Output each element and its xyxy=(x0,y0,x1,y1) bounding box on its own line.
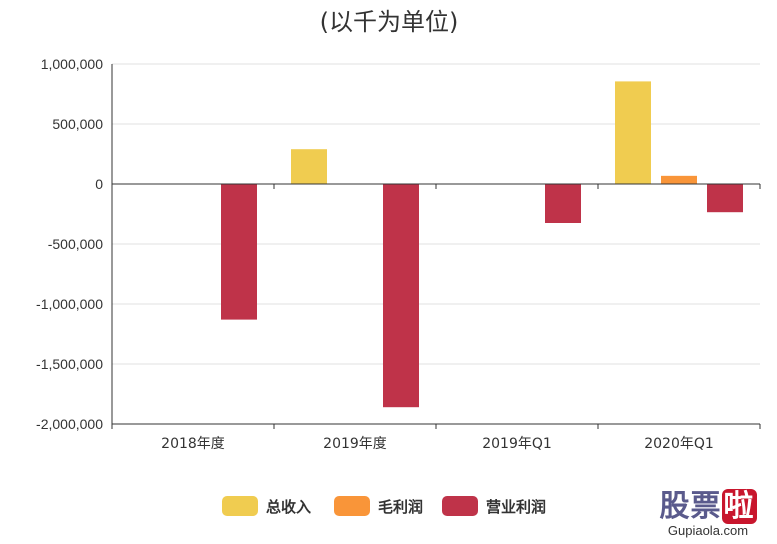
y-tick-label: -1,000,000 xyxy=(36,296,103,312)
chart-title: (以千为单位) xyxy=(320,8,459,36)
bar-毛利润-2020年Q1[interactable] xyxy=(661,175,697,184)
y-tick-label: 1,000,000 xyxy=(41,56,103,72)
y-tick-label: -500,000 xyxy=(48,236,103,252)
legend-swatch xyxy=(334,496,370,516)
watermark-char-1: 股 xyxy=(659,489,691,524)
x-category-label: 2018年度 xyxy=(161,436,225,452)
y-axis-ticks: 1,000,000 500,000 0 -500,000 -1,000,000 -1,50… xyxy=(36,56,103,432)
legend-item-营业利润[interactable]: 营业利润 xyxy=(442,496,546,516)
legend-item-总收入[interactable]: 总收入 xyxy=(222,496,311,516)
bar-总收入-2020年Q1[interactable] xyxy=(615,81,651,184)
bar-营业利润-2020年Q1[interactable] xyxy=(707,184,743,213)
x-category-label: 2019年度 xyxy=(323,436,387,452)
legend[interactable]: 总收入 毛利润 营业利润 xyxy=(222,496,546,516)
x-axis-categories: 2018年度 2019年度 2019年Q1 2020年Q1 xyxy=(161,436,714,452)
bar-营业利润-2019年度[interactable] xyxy=(383,184,419,408)
grid-layer xyxy=(112,63,760,425)
legend-label: 营业利润 xyxy=(486,498,546,516)
bar-营业利润-2019年Q1[interactable] xyxy=(545,184,581,223)
axis-layer xyxy=(111,64,761,429)
bar-营业利润-2018年度[interactable] xyxy=(221,184,257,320)
x-category-label: 2020年Q1 xyxy=(644,436,714,452)
legend-swatch xyxy=(222,496,258,516)
watermark-char-3: 啦 xyxy=(721,489,757,524)
bar-总收入-2019年度[interactable] xyxy=(291,149,327,184)
x-category-label: 2019年Q1 xyxy=(482,436,552,452)
watermark-char-2: 票 xyxy=(690,489,722,524)
legend-label: 毛利润 xyxy=(378,498,423,516)
watermark-title: 股票啦 xyxy=(647,489,769,524)
legend-label: 总收入 xyxy=(266,498,311,516)
watermark-site: Gupiaola.com xyxy=(667,523,749,538)
bars-layer xyxy=(221,81,743,408)
y-tick-label: -2,000,000 xyxy=(36,416,103,432)
y-tick-label: 500,000 xyxy=(52,116,103,132)
watermark-logo: 股票啦 Gupiaola.com xyxy=(647,489,769,540)
legend-swatch xyxy=(442,496,478,516)
y-tick-label: -1,500,000 xyxy=(36,356,103,372)
y-tick-label: 0 xyxy=(95,176,103,192)
legend-item-毛利润[interactable]: 毛利润 xyxy=(334,496,423,516)
